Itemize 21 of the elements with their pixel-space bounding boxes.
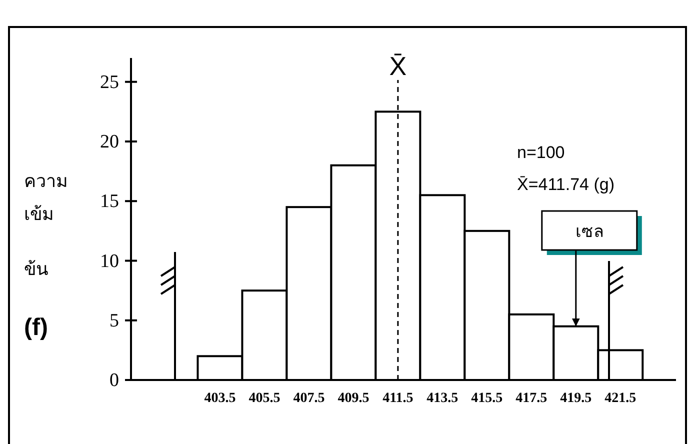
x-tick-label: 413.5 (426, 390, 458, 406)
y-tick-label: 0 (110, 370, 119, 392)
y-tick-label: 15 (100, 191, 119, 212)
y-tick-label: 5 (110, 310, 119, 332)
x-tick-label: 407.5 (293, 390, 325, 406)
x-tick-label: 419.5 (560, 390, 592, 406)
annotation: X̄=411.74 (g) (517, 175, 615, 194)
x-tick-label: 405.5 (248, 390, 280, 406)
y-tick-label: 20 (100, 132, 119, 153)
annotation: n=100 (517, 143, 565, 162)
text: ความ เข้ม ข้น (f) (24, 171, 68, 341)
x-tick-label: 411.5 (382, 390, 414, 406)
x-tick-label: 409.5 (338, 390, 370, 406)
ref-line-label: X̄ (389, 51, 407, 81)
annotation: เซล (575, 222, 604, 241)
y-tick-label: 10 (100, 250, 119, 272)
x-tick-label: 415.5 (471, 390, 503, 406)
y-tick-label: 25 (100, 72, 119, 93)
x-tick-label: 417.5 (516, 390, 548, 406)
x-tick-label: 421.5 (604, 390, 636, 406)
x-tick-label: 403.5 (204, 390, 236, 406)
